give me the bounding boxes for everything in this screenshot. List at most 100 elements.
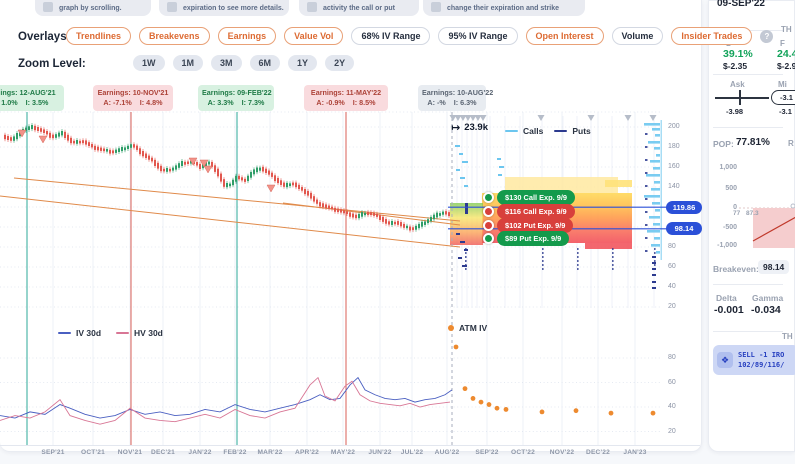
- divider: [713, 284, 783, 285]
- month-label: APR'22: [294, 449, 320, 456]
- drag-handle-icon: [167, 2, 177, 12]
- insider-trade-marker: [17, 129, 27, 138]
- breakeven-label: Breakeven:: [713, 264, 759, 274]
- tooltip-hint-1: expiration to see more details.: [159, 0, 289, 16]
- month-label: JUL'22: [400, 449, 424, 456]
- gamma-label: Gamma: [752, 293, 784, 303]
- put-oi-bar: [652, 281, 656, 283]
- candles: [4, 123, 450, 233]
- limit-price-capsule[interactable]: -3.1: [771, 90, 795, 105]
- put-oi-bar: [652, 274, 656, 276]
- drag-handle-icon: [431, 2, 441, 12]
- zoom-option-6m[interactable]: 6M: [249, 55, 281, 71]
- pl-x2: 87.3: [746, 210, 759, 217]
- pl-x1: 77: [733, 210, 741, 217]
- month-label: SEP'22: [475, 449, 499, 456]
- open-interest-measure[interactable]: ↦ 23.9k: [451, 121, 488, 134]
- ask-label: Ask: [730, 80, 745, 89]
- payoff-chart: [739, 203, 795, 248]
- put-oi-bar: [652, 287, 656, 289]
- earnings-actual: A: -0.9%: [316, 98, 345, 108]
- earnings-flag-0: Earnings: 12-AUG'21A: 1.0% I: 3.5%: [0, 85, 64, 112]
- month-label: JAN'22: [188, 449, 212, 456]
- delta-value: -0.001: [714, 304, 744, 316]
- overlay-toggle-68-iv-range[interactable]: 68% IV Range: [351, 27, 431, 45]
- call-oi-bar: [656, 154, 660, 157]
- month-label: OCT'22: [510, 449, 536, 456]
- call-oi-bar: [646, 174, 660, 177]
- price-slider-track[interactable]: [715, 97, 769, 99]
- atm-iv-point: [494, 405, 500, 411]
- month-label: FEB'22: [223, 449, 247, 456]
- section-label-2: TH: [782, 332, 793, 341]
- price-tick-label: 180: [668, 143, 680, 150]
- pl-axis-label: 1,000: [719, 164, 737, 171]
- atm-iv-point: [462, 386, 468, 392]
- overlay-toggle-volume[interactable]: Volume: [611, 27, 664, 45]
- strike-pill-label: $89 Put Exp. 9/9: [497, 231, 570, 246]
- oi-legend: Calls Puts: [505, 126, 591, 136]
- col2-percent: 24.4: [777, 48, 795, 60]
- zoom-option-1y[interactable]: 1Y: [288, 55, 318, 71]
- atm-iv-point: [486, 402, 492, 407]
- overlay-toggle-open-interest[interactable]: Open Interest: [525, 27, 604, 45]
- divider: [713, 74, 783, 75]
- pl-axis-label: 0: [733, 204, 737, 211]
- strike-pill-3[interactable]: $89 Put Exp. 9/9: [483, 231, 570, 246]
- expiration-date-select[interactable]: 09-SEP'22: [717, 0, 765, 9]
- puts-legend-label: Puts: [572, 126, 591, 136]
- atm-iv-point: [478, 399, 484, 405]
- month-label: NOV'22: [549, 449, 575, 456]
- call-oi-bar: [653, 223, 660, 226]
- calls-legend-label: Calls: [523, 126, 544, 136]
- atm-iv-point: [453, 344, 459, 350]
- earnings-flag-1: Earnings: 10-NOV'21 A: -7.1% I: 4.8%: [93, 85, 173, 112]
- price-tick-label: 40: [668, 283, 676, 290]
- strike-dot-icon: [483, 220, 494, 231]
- section-label-1: TH: [781, 25, 792, 34]
- earnings-flag-3: Earnings: 11-MAY'22 A: -0.9% I: 8.5%: [304, 85, 388, 112]
- month-label: JAN'23: [623, 449, 647, 456]
- atm-iv-point: [503, 407, 509, 412]
- zoom-option-1m[interactable]: 1M: [172, 55, 204, 71]
- call-oi-bar: [648, 141, 660, 144]
- drag-handle-icon: [43, 2, 53, 12]
- month-label: DEC'22: [585, 449, 611, 456]
- month-label: JUN'22: [368, 449, 392, 456]
- atm-iv-point: [539, 409, 545, 415]
- price-tick-label: 160: [668, 163, 680, 170]
- earnings-actual: A: -%: [427, 98, 446, 108]
- call-oi-bar: [650, 160, 660, 163]
- tooltip-hint-0: graph by scrolling.: [35, 0, 151, 16]
- overlay-toggle-value-vol[interactable]: Value Vol: [284, 27, 344, 45]
- insider-trade-marker: [38, 135, 48, 144]
- price-tick-label: 20: [668, 303, 676, 310]
- zoom-option-2y[interactable]: 2Y: [325, 55, 355, 71]
- iv-tick-label: 60: [668, 378, 676, 386]
- strike-pill-0[interactable]: $130 Call Exp. 9/9: [483, 190, 576, 205]
- strike-pill-1[interactable]: $116 Call Exp. 9/9: [483, 204, 575, 219]
- probability-cone: [450, 203, 483, 245]
- insider-trade-marker: [266, 184, 276, 193]
- call-oi-bar: [654, 237, 660, 240]
- order-summary-button[interactable]: ❖ SELL -1 IRO 102/89/116/: [713, 345, 795, 375]
- overlay-toggle-insider-trades[interactable]: Insider Trades: [671, 27, 753, 45]
- trendline: [282, 202, 461, 226]
- overlay-toggle-trendlines[interactable]: Trendlines: [66, 27, 132, 45]
- pl-axis-label: 500: [725, 185, 737, 192]
- call-oi-bar: [644, 123, 660, 126]
- overlay-toggle-breakevens[interactable]: Breakevens: [139, 27, 210, 45]
- pop-label: POP:: [713, 139, 734, 149]
- iv30-legend-label: IV 30d: [76, 328, 102, 338]
- iv30-line: [0, 376, 453, 419]
- zoom-level-label: Zoom Level:: [18, 58, 86, 70]
- earnings-implied: I: 7.3%: [241, 98, 265, 108]
- zoom-option-3m[interactable]: 3M: [211, 55, 242, 71]
- ask-value: -3.98: [726, 107, 744, 116]
- earnings-flag-title: Earnings: 09-FEB'22: [202, 88, 272, 97]
- price-slider-tick[interactable]: [739, 90, 741, 105]
- overlay-toggle-earnings[interactable]: Earnings: [217, 27, 277, 45]
- overlay-toggle-95-iv-range[interactable]: 95% IV Range: [438, 27, 518, 45]
- help-icon[interactable]: ?: [760, 29, 774, 43]
- zoom-option-1w[interactable]: 1W: [133, 55, 165, 71]
